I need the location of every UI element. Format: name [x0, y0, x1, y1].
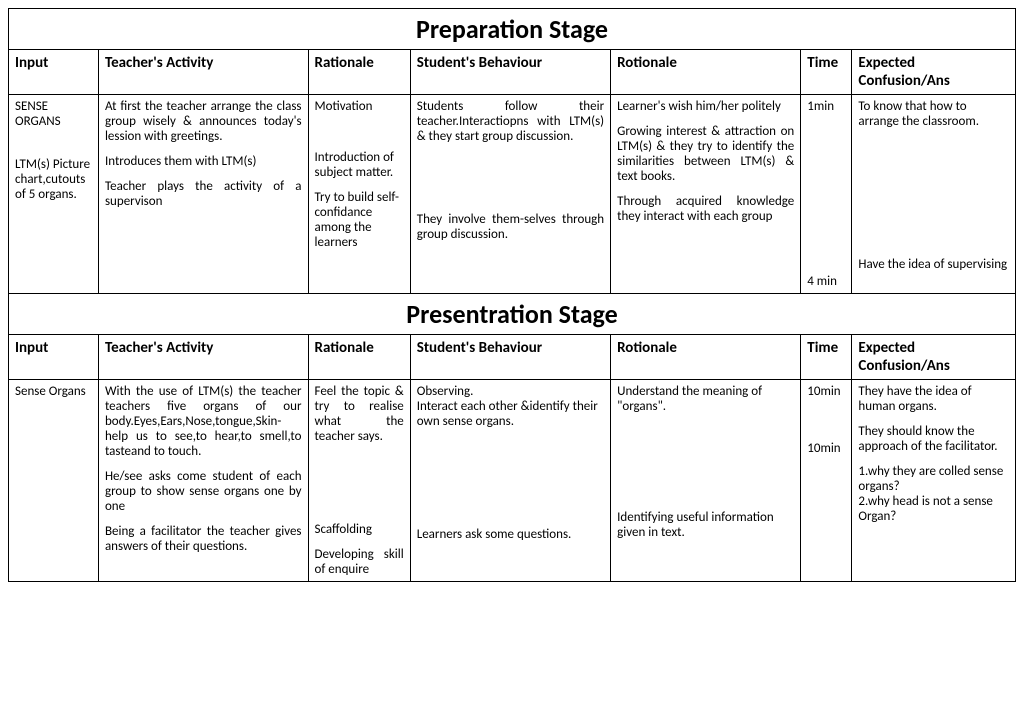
text: Being a facilitator the teacher gives an… — [105, 524, 302, 554]
col-teacher: Teacher's Activity — [98, 335, 308, 380]
cell-time: 10min 10min — [801, 380, 852, 582]
col-rationale: Rationale — [308, 335, 410, 380]
text: Teacher plays the activity of a supervis… — [105, 179, 302, 209]
text: Learner's wish him/her politely — [617, 99, 794, 114]
text: Try to build self-confidance among the l… — [315, 190, 404, 250]
cell-expected: To know that how to arrange the classroo… — [852, 95, 1016, 294]
text: With the use of LTM(s) the teacher teach… — [105, 384, 302, 459]
cell-rotionale: Understand the meaning of "organs". Iden… — [611, 380, 801, 582]
text: Interact each other &identify their own … — [417, 399, 604, 429]
col-time: Time — [801, 50, 852, 95]
col-student: Student's Behaviour — [410, 335, 610, 380]
table-header-row: Input Teacher's Activity Rationale Stude… — [9, 50, 1016, 95]
col-input: Input — [9, 50, 99, 95]
text: Understand the meaning of "organs". — [617, 384, 794, 414]
text: Students follow their teacher.Interactio… — [417, 99, 604, 144]
text: 2.why head is not a sense Organ? — [858, 494, 1009, 524]
text: Introduction of subject matter. — [315, 150, 404, 180]
text: SENSE ORGANS — [15, 99, 92, 129]
cell-teacher: With the use of LTM(s) the teacher teach… — [98, 380, 308, 582]
text: Developing skill of enquire — [315, 547, 404, 577]
text: 10min — [807, 441, 845, 456]
cell-time: 1min 4 min — [801, 95, 852, 294]
col-time: Time — [801, 335, 852, 380]
text: 10min — [807, 384, 845, 399]
text: 1.why they are colled sense organs? — [858, 464, 1009, 494]
text: 4 min — [807, 274, 845, 289]
cell-input: Sense Organs — [9, 380, 99, 582]
cell-student: Observing. Interact each other &identify… — [410, 380, 610, 582]
cell-student: Students follow their teacher.Interactio… — [410, 95, 610, 294]
text: LTM(s) Picture chart,cutouts of 5 organs… — [15, 157, 92, 202]
stage1-table: Input Teacher's Activity Rationale Stude… — [8, 49, 1016, 294]
text: He/see asks come student of each group t… — [105, 469, 302, 514]
text: They should know the approach of the fac… — [858, 424, 1009, 454]
cell-expected: They have the idea of human organs. They… — [852, 380, 1016, 582]
table-header-row: Input Teacher's Activity Rationale Stude… — [9, 335, 1016, 380]
text: 1min — [807, 99, 845, 114]
text: Identifying useful information given in … — [617, 510, 794, 540]
text: Scaffolding — [315, 522, 404, 537]
text: At first the teacher arrange the class g… — [105, 99, 302, 144]
col-expected: Expected Confusion/Ans — [852, 335, 1016, 380]
text: Motivation — [315, 99, 404, 114]
text: Observing. — [417, 384, 604, 399]
stage2-table: Input Teacher's Activity Rationale Stude… — [8, 334, 1016, 582]
text: Learners ask some questions. — [417, 527, 604, 542]
text: Introduces them with LTM(s) — [105, 154, 302, 169]
col-rotionale: Rotionale — [611, 50, 801, 95]
text: Have the idea of supervising — [858, 257, 1009, 272]
table-row: SENSE ORGANS LTM(s) Picture chart,cutout… — [9, 95, 1016, 294]
cell-input: SENSE ORGANS LTM(s) Picture chart,cutout… — [9, 95, 99, 294]
text: They involve them-selves through group d… — [417, 212, 604, 242]
text: Feel the topic & try to realise what the… — [315, 384, 404, 444]
col-student: Student's Behaviour — [410, 50, 610, 95]
table-row: Sense Organs With the use of LTM(s) the … — [9, 380, 1016, 582]
text: To know that how to arrange the classroo… — [858, 99, 1009, 129]
col-rationale: Rationale — [308, 50, 410, 95]
stage2-title: Presentration Stage — [8, 294, 1016, 334]
cell-rationale: Motivation Introduction of subject matte… — [308, 95, 410, 294]
cell-rotionale: Learner's wish him/her politely Growing … — [611, 95, 801, 294]
col-expected: Expected Confusion/Ans — [852, 50, 1016, 95]
col-rotionale: Rotionale — [611, 335, 801, 380]
col-teacher: Teacher's Activity — [98, 50, 308, 95]
stage1-title: Preparation Stage — [8, 8, 1016, 49]
text: Sense Organs — [15, 384, 92, 399]
text: They have the idea of human organs. — [858, 384, 1009, 414]
text: Through acquired knowledge they interact… — [617, 194, 794, 224]
col-input: Input — [9, 335, 99, 380]
text: Growing interest & attraction on LTM(s) … — [617, 124, 794, 184]
cell-teacher: At first the teacher arrange the class g… — [98, 95, 308, 294]
cell-rationale: Feel the topic & try to realise what the… — [308, 380, 410, 582]
